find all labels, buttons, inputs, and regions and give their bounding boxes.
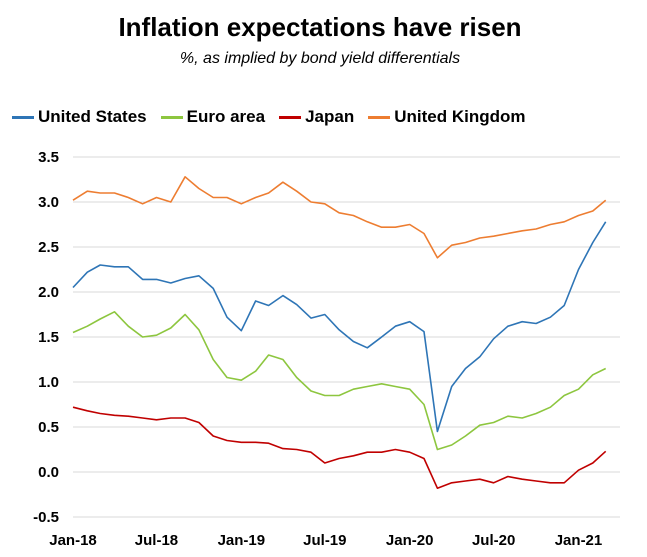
x-axis-ticks: Jan-18 Jul-18 Jan-19 Jul-19 Jan-20 Jul-20 Jan-…: [49, 532, 602, 549]
legend-item-japan: Japan: [279, 107, 354, 127]
legend-swatch-uk: [368, 115, 391, 119]
uk-series-line: [72, 176, 607, 259]
legend-label-euro: Euro area: [186, 107, 266, 126]
y-tick-label: 1.0: [38, 374, 59, 391]
x-tick-label: Jan-20: [386, 532, 434, 549]
us-series-line: [72, 221, 607, 433]
y-tick-label: -0.5: [33, 509, 59, 526]
chart-subtitle: %, as implied by bond yield differential…: [179, 50, 461, 67]
japan-series-line: [72, 406, 607, 490]
legend-swatch-japan: [279, 115, 302, 119]
y-tick-label: 1.5: [38, 329, 59, 346]
y-axis-ticks: 3.5 3.0 2.5 2.0 1.5 1.0 0.5 0.0 -0.5: [33, 149, 59, 526]
legend-label-us: United States: [38, 107, 147, 126]
legend-swatch-euro: [160, 115, 183, 119]
legend-swatch-us: [12, 115, 34, 119]
y-tick-label: 3.0: [38, 194, 59, 211]
legend-item-us: United States: [12, 107, 147, 127]
gridlines: [73, 156, 620, 518]
y-tick-label: 2.5: [38, 239, 59, 256]
chart-legend: United States Euro area Japan United Kin…: [12, 107, 539, 127]
x-tick-label: Jul-19: [303, 532, 346, 549]
series-lines: [72, 176, 607, 490]
x-tick-label: Jan-21: [555, 532, 603, 549]
legend-label-uk: United Kingdom: [394, 107, 526, 126]
y-tick-label: 0.0: [38, 464, 59, 481]
x-tick-label: Jul-20: [472, 532, 515, 549]
x-tick-label: Jan-19: [218, 532, 266, 549]
x-tick-label: Jan-18: [49, 532, 97, 549]
legend-item-euro: Euro area: [160, 107, 266, 127]
y-tick-label: 3.5: [38, 149, 59, 166]
chart-title: Inflation expectations have risen: [118, 12, 522, 42]
x-tick-label: Jul-18: [135, 532, 178, 549]
y-tick-label: 2.0: [38, 284, 59, 301]
y-tick-label: 0.5: [38, 419, 59, 436]
euro-area-series-line: [72, 310, 607, 451]
legend-item-uk: United Kingdom: [368, 107, 525, 127]
legend-label-japan: Japan: [305, 107, 355, 126]
